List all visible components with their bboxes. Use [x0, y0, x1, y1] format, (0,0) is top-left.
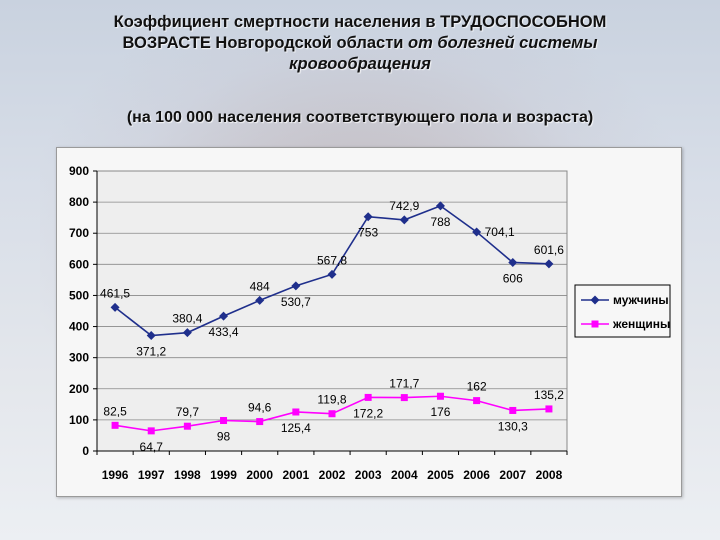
legend-marker-1 — [591, 320, 599, 328]
series-1-data-label-8: 171,7 — [389, 377, 419, 391]
series-1-point-9 — [436, 392, 444, 400]
series-0-data-label-7: 753 — [358, 226, 378, 240]
title-line-2-italic: от болезней системы — [408, 34, 598, 52]
chart-panel: 0 100 200 300 400 500 600 700 800 900 1996 1997 1998… — [56, 147, 682, 497]
legend-label-0: мужчины — [613, 293, 669, 307]
chart-title: Коэффициент смертности населения в ТРУДО… — [20, 12, 700, 75]
series-1-point-12 — [545, 405, 553, 413]
x-tick-label-3: 1999 — [210, 468, 237, 482]
series-1-point-10 — [473, 397, 481, 405]
series-0-point-5 — [291, 281, 301, 291]
title-line-2: ВОЗРАСТЕ Новгородской области от болезне… — [20, 33, 700, 54]
series-0-data-label-1: 371,2 — [136, 345, 166, 359]
x-tick-label-11: 2007 — [499, 468, 526, 482]
title-line-3: кровообращения — [289, 55, 431, 73]
series-1-data-label-7: 172,2 — [353, 406, 383, 420]
series-1-data-label-3: 98 — [217, 430, 231, 444]
series-1-point-11 — [509, 406, 517, 414]
x-tick-label-0: 1996 — [102, 468, 129, 482]
y-tick-label-0: 0 — [82, 444, 89, 458]
x-tick-label-6: 2002 — [319, 468, 346, 482]
series-1-point-3 — [220, 417, 228, 425]
series-1-data-label-9: 176 — [430, 405, 450, 419]
series-0-data-label-6: 567,8 — [317, 253, 347, 267]
series-0-point-7 — [363, 212, 373, 222]
x-tick-label-4: 2000 — [246, 468, 273, 482]
x-tick-label-12: 2008 — [536, 468, 563, 482]
y-tick-label-9: 900 — [69, 164, 89, 178]
y-tick-label-7: 700 — [69, 226, 89, 240]
y-tick-label-2: 200 — [69, 382, 89, 396]
x-tick-label-5: 2001 — [282, 468, 309, 482]
series-0-point-9 — [435, 201, 445, 211]
series-0-point-1 — [146, 331, 156, 341]
series-0-data-label-2: 380,4 — [172, 312, 202, 326]
series-0-point-10 — [472, 227, 482, 237]
y-tick-label-1: 100 — [69, 413, 89, 427]
series-1-point-6 — [328, 410, 336, 418]
x-tick-label-7: 2003 — [355, 468, 382, 482]
series-0-data-label-3: 433,4 — [209, 325, 239, 339]
x-tick-label-2: 1998 — [174, 468, 201, 482]
x-tick-label-10: 2006 — [463, 468, 490, 482]
x-tick-label-1: 1997 — [138, 468, 165, 482]
legend-box — [574, 284, 671, 338]
series-1-data-label-4: 94,6 — [248, 401, 272, 415]
y-tick-label-5: 500 — [69, 288, 89, 302]
series-0-data-label-10: 704,1 — [485, 225, 515, 239]
series-1-point-5 — [292, 408, 300, 416]
series-1-data-label-5: 125,4 — [281, 421, 311, 435]
y-tick-label-8: 800 — [69, 195, 89, 209]
series-1-point-7 — [364, 393, 372, 401]
series-0-data-label-4: 484 — [250, 279, 270, 293]
series-0-data-label-8: 742,9 — [389, 199, 419, 213]
plot-area — [96, 170, 568, 452]
series-1-point-1 — [147, 427, 155, 435]
title-line-2-normal: ВОЗРАСТЕ Новгородской области — [122, 34, 409, 52]
series-0-point-12 — [544, 259, 554, 269]
series-1-data-label-11: 130,3 — [498, 419, 528, 433]
series-0-point-11 — [508, 257, 518, 267]
title-line-1: Коэффициент смертности населения в ТРУДО… — [113, 13, 607, 31]
series-1-data-label-6: 119,8 — [317, 393, 346, 407]
series-0-data-label-0: 461,5 — [100, 286, 130, 300]
series-1-data-label-12: 135,2 — [534, 388, 564, 402]
x-tick-label-8: 2004 — [391, 468, 418, 482]
x-tick-label-9: 2005 — [427, 468, 454, 482]
y-tick-label-3: 300 — [69, 351, 89, 365]
series-0-point-3 — [219, 311, 229, 321]
series-1-data-label-2: 79,7 — [176, 405, 200, 419]
legend-marker-0 — [590, 295, 600, 305]
series-1-data-label-10: 162 — [467, 380, 487, 394]
series-0-data-label-11: 606 — [503, 271, 523, 285]
chart-subtitle: (на 100 000 населения соответствующего п… — [126, 109, 594, 126]
series-1-point-4 — [256, 418, 264, 426]
y-tick-label-6: 600 — [69, 257, 89, 271]
series-1-point-0 — [111, 421, 119, 429]
y-tick-label-4: 400 — [69, 320, 89, 334]
line-chart: 0 100 200 300 400 500 600 700 800 900 1996 1997 1998… — [69, 164, 671, 482]
series-0-point-0 — [110, 302, 120, 312]
series-1-data-label-0: 82,5 — [103, 404, 127, 418]
series-1-point-8 — [400, 394, 408, 402]
series-1-point-2 — [183, 422, 191, 430]
series-0-data-label-9: 788 — [430, 215, 450, 229]
series-0-point-8 — [399, 215, 409, 225]
series-0-point-6 — [327, 269, 337, 279]
series-0-point-2 — [182, 328, 192, 338]
series-0-point-4 — [255, 295, 265, 305]
series-1-data-label-1: 64,7 — [140, 440, 164, 454]
series-0-data-label-12: 601,6 — [534, 243, 564, 257]
series-0-data-label-5: 530,7 — [281, 295, 311, 309]
legend-label-1: женщины — [612, 317, 670, 331]
